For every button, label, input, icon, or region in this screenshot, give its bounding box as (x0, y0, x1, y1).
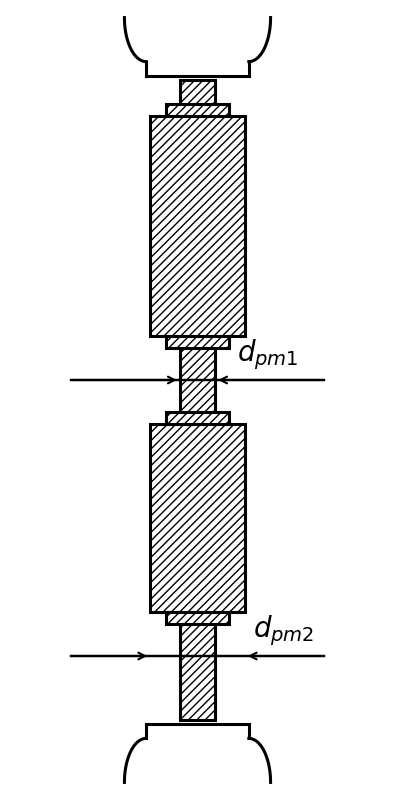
Text: $d_{pm1}$: $d_{pm1}$ (237, 338, 299, 372)
Bar (166, 336, 229, 348)
Bar (150, 116, 245, 336)
Text: $d_{pm2}$: $d_{pm2}$ (253, 614, 314, 648)
Bar (166, 412, 229, 424)
Bar (166, 612, 229, 624)
Bar (166, 104, 229, 116)
Bar (150, 424, 245, 612)
Bar (180, 80, 215, 720)
